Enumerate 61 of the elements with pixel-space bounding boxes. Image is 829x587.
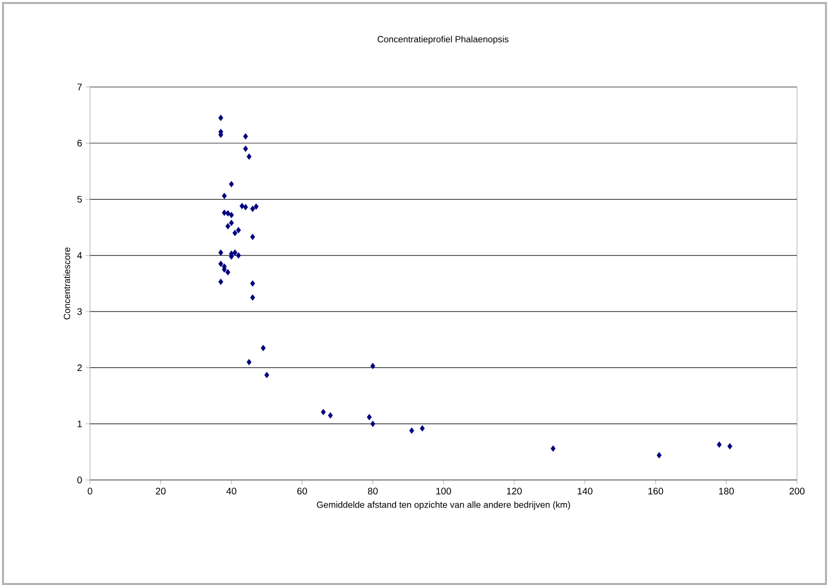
y-tick-label: 4 bbox=[77, 252, 82, 259]
chart-title: Concentratieprofiel Phalaenopsis bbox=[378, 36, 508, 44]
point bbox=[225, 269, 230, 276]
point bbox=[246, 153, 252, 160]
point bbox=[236, 226, 241, 234]
point bbox=[218, 249, 224, 256]
point bbox=[232, 249, 238, 256]
point bbox=[254, 203, 259, 210]
point bbox=[222, 192, 227, 200]
point bbox=[218, 260, 224, 268]
x-tick-label: 140 bbox=[578, 488, 592, 494]
point bbox=[250, 206, 256, 212]
point bbox=[228, 212, 234, 218]
y-tick-label: 0 bbox=[77, 476, 82, 484]
point bbox=[225, 210, 230, 216]
point bbox=[656, 452, 662, 458]
point bbox=[727, 443, 732, 450]
y-tick-label: 1 bbox=[78, 420, 82, 428]
y-tick-label: 5 bbox=[77, 196, 82, 203]
x-axis-title: Gemiddelde afstand ten opzichte van alle andere bedrijven (km) bbox=[316, 501, 570, 510]
y-axis-title: Concentratiescore bbox=[64, 248, 70, 320]
y-tick-label: 3 bbox=[77, 308, 82, 315]
point bbox=[370, 362, 376, 370]
x-tick-label: 0 bbox=[88, 488, 92, 494]
point bbox=[320, 408, 326, 416]
point bbox=[250, 280, 256, 287]
point bbox=[236, 252, 241, 259]
x-tick-label: 60 bbox=[297, 488, 307, 494]
point bbox=[420, 425, 425, 432]
y-tick-label: 6 bbox=[77, 140, 82, 146]
x-tick-label: 80 bbox=[368, 488, 378, 494]
point bbox=[716, 441, 722, 448]
point bbox=[409, 427, 414, 434]
point bbox=[228, 180, 234, 188]
point bbox=[366, 414, 372, 420]
point bbox=[264, 372, 270, 378]
x-tick-label: 160 bbox=[648, 488, 664, 494]
point bbox=[218, 278, 224, 285]
point bbox=[218, 114, 224, 122]
point bbox=[370, 420, 376, 428]
x-tick-label: 120 bbox=[507, 488, 522, 494]
x-tick-label: 200 bbox=[790, 488, 805, 494]
point bbox=[232, 230, 238, 236]
point bbox=[243, 133, 248, 140]
y-tick-label: 7 bbox=[77, 84, 82, 90]
point bbox=[250, 294, 256, 301]
point bbox=[260, 344, 266, 352]
point bbox=[222, 210, 227, 216]
point bbox=[243, 204, 248, 210]
point bbox=[328, 412, 333, 419]
point bbox=[550, 445, 556, 452]
point bbox=[243, 146, 248, 152]
point bbox=[228, 220, 234, 226]
point bbox=[246, 358, 252, 366]
point bbox=[225, 223, 230, 230]
y-tick-label: 2 bbox=[77, 364, 82, 372]
point bbox=[250, 234, 256, 240]
x-tick-label: 40 bbox=[226, 488, 236, 494]
x-tick-label: 180 bbox=[719, 488, 734, 494]
x-tick-label: 20 bbox=[156, 488, 166, 494]
x-tick-label: 100 bbox=[436, 488, 452, 494]
